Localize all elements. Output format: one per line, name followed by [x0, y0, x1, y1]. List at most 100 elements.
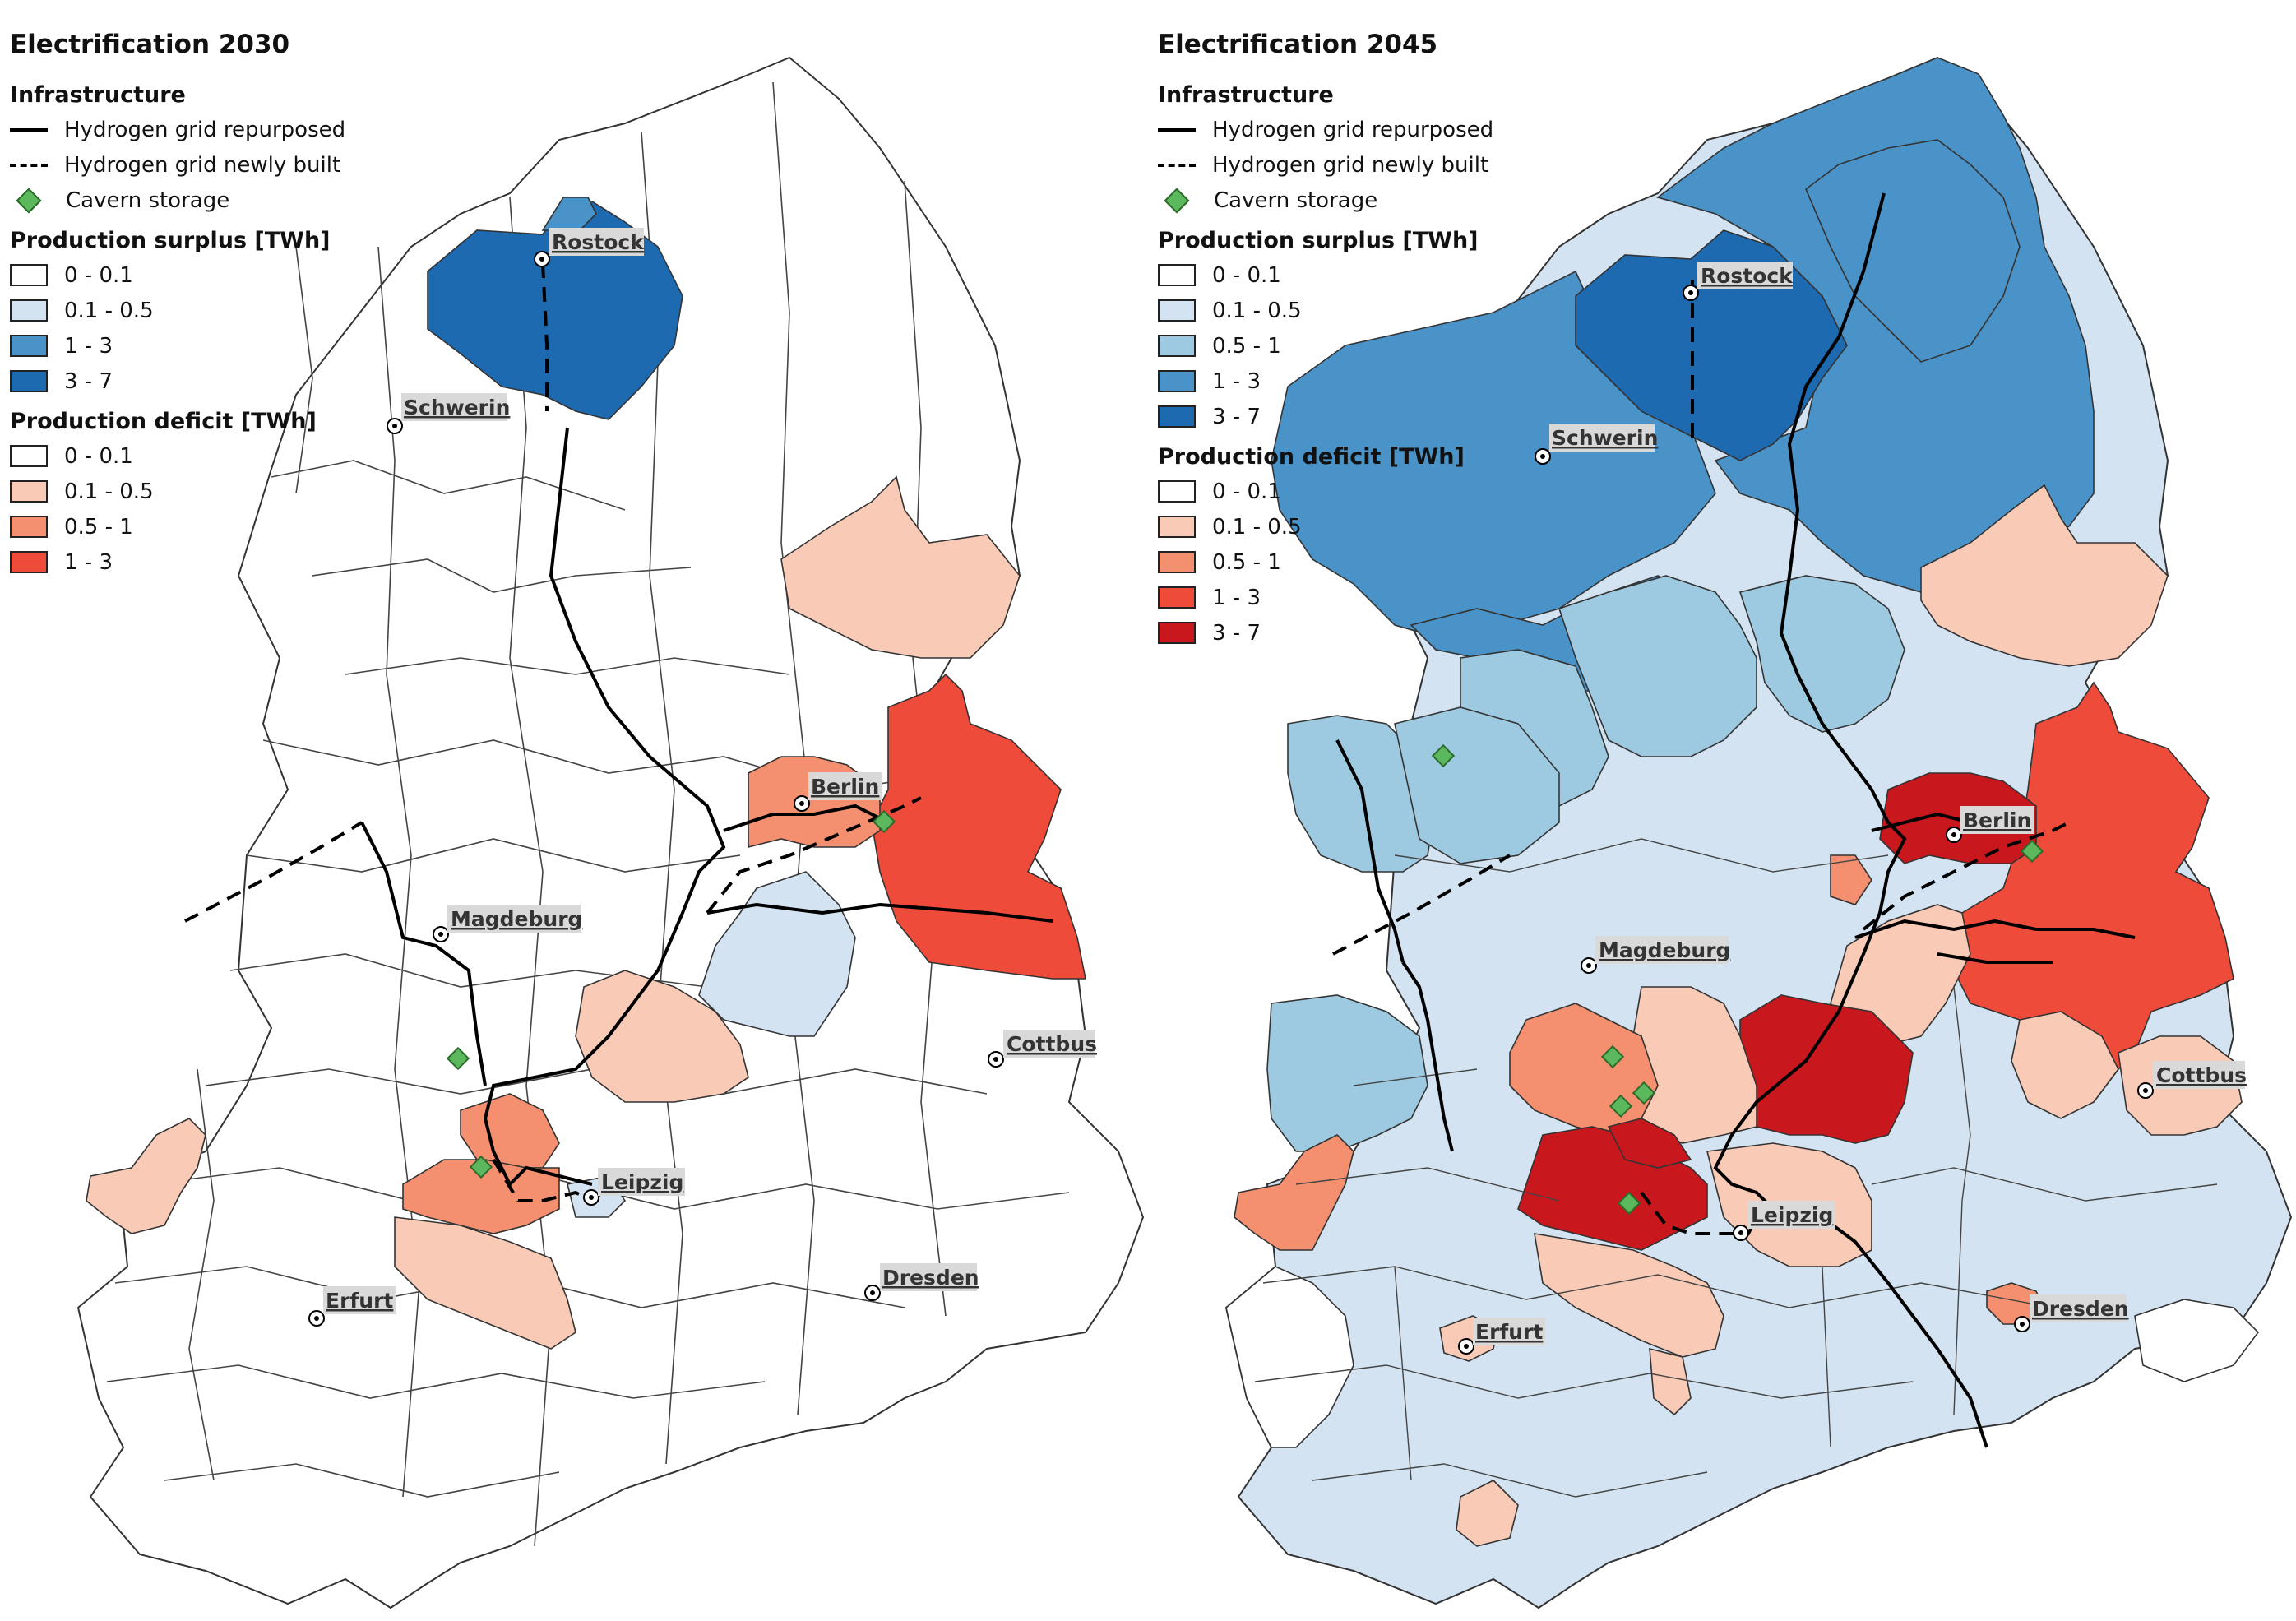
- legend-deficit-item: 0.1 - 0.5: [1158, 509, 1493, 544]
- legend-deficit-item: 0 - 0.1: [1158, 474, 1493, 509]
- legend-label: 0.1 - 0.5: [1212, 298, 1302, 323]
- storage-marker: [446, 1046, 470, 1071]
- district-mid-2: [1738, 575, 1905, 733]
- solid-line-symbol: [10, 127, 48, 132]
- legend-surplus-item: 0.1 - 0.5: [10, 293, 345, 328]
- district-thuringia-1: [1649, 1347, 1692, 1416]
- legend-deficit-heading: Production deficit [TWh]: [10, 409, 317, 434]
- city-label: Erfurt: [1475, 1320, 1543, 1344]
- cavern-storage-2030: [446, 809, 896, 1179]
- city-leipzig: Leipzig: [583, 1168, 685, 1206]
- city-magdeburg: Magdeburg: [1581, 936, 1730, 974]
- grid-repurposed-magdeburg: [1401, 961, 1454, 1152]
- city-erfurt: Erfurt: [1458, 1318, 1545, 1355]
- legend-deficit-item: 0.5 - 1: [1158, 544, 1493, 580]
- cavern-storage-2045: [1431, 743, 2044, 1216]
- city-label: Dresden: [882, 1266, 979, 1290]
- legend-label: Hydrogen grid newly built: [64, 152, 341, 178]
- city-magdeburg: Magdeburg: [433, 905, 582, 942]
- color-swatch: [10, 445, 48, 467]
- grid-repurposed-east: [1854, 919, 2136, 939]
- district-west: [86, 1118, 206, 1234]
- legend-label: 1 - 3: [64, 549, 113, 575]
- storage-marker: [2020, 839, 2044, 864]
- legend-deficit-item: 1 - 3: [1158, 580, 1493, 615]
- legend-label: 3 - 7: [64, 368, 113, 394]
- grid-repurposed-north: [723, 804, 889, 832]
- legend-deficit-item: 0.5 - 1: [10, 509, 345, 544]
- city-label: Berlin: [1963, 808, 2031, 832]
- legend-2030: Infrastructure Hydrogen grid repurposed …: [10, 72, 345, 580]
- legend-surplus-item: 0 - 0.1: [10, 257, 345, 293]
- legend-storage: Cavern storage: [1158, 183, 1493, 218]
- district-east-berlin: [871, 673, 1086, 980]
- legend-label: 0.1 - 0.5: [1212, 514, 1302, 540]
- grid-repurposed-cottbus: [1937, 952, 2053, 964]
- district-south-halle: [394, 1216, 576, 1350]
- district-west-blue: [1266, 994, 1428, 1152]
- district-halle-east: [575, 970, 749, 1103]
- city-dresden: Dresden: [864, 1263, 979, 1301]
- color-swatch: [1158, 405, 1196, 428]
- legend-deficit-item: 0.1 - 0.5: [10, 474, 345, 509]
- storage-marker: [1609, 1094, 1633, 1118]
- legend-grid-repurposed: Hydrogen grid repurposed: [10, 112, 345, 147]
- district-south-far: [1456, 1480, 1519, 1547]
- legend-grid-repurposed: Hydrogen grid repurposed: [1158, 112, 1493, 147]
- map-panel-2030: Rostock Schwerin Berlin Magdeburg Cottbu: [10, 30, 1145, 1609]
- district-borders: [1254, 838, 2218, 1498]
- city-cottbus: Cottbus: [2137, 1061, 2247, 1099]
- legend-label: 0.1 - 0.5: [64, 479, 154, 504]
- city-cottbus: Cottbus: [988, 1030, 1097, 1068]
- legend-label: 0 - 0.1: [64, 443, 133, 469]
- city-berlin: Berlin: [1946, 806, 2034, 843]
- legend-surplus-item: 1 - 3: [1158, 364, 1493, 399]
- city-label: Erfurt: [326, 1289, 393, 1313]
- color-swatch: [1158, 299, 1196, 322]
- grid-new-west: [184, 821, 363, 923]
- district-mid-1: [1558, 575, 1757, 757]
- map-2030: Rostock Schwerin Berlin Magdeburg Cottbu: [76, 56, 1145, 1609]
- legend-label: Cavern storage: [66, 188, 230, 213]
- city-label: Dresden: [2032, 1297, 2129, 1321]
- region-base: [76, 56, 1145, 1609]
- city-markers-2045: Rostock Schwerin Berlin Magdeburg Cottbu: [1458, 262, 2247, 1355]
- color-swatch: [10, 516, 48, 538]
- city-markers-2030: Rostock Schwerin Berlin Magdeburg Cottbu: [308, 228, 1097, 1327]
- legend-grid-new: Hydrogen grid newly built: [10, 147, 345, 183]
- legend-surplus-heading: Production surplus [TWh]: [10, 228, 331, 253]
- map-title: Electrification 2030: [10, 30, 290, 59]
- storage-marker: [1617, 1191, 1641, 1216]
- legend-surplus-item: 3 - 7: [10, 364, 345, 399]
- legend-surplus-item: 0.5 - 1: [1158, 328, 1493, 364]
- color-swatch: [1158, 480, 1196, 503]
- district-southeast-white: [2134, 1299, 2260, 1382]
- city-schwerin: Schwerin: [387, 393, 510, 434]
- city-label: Magdeburg: [1599, 938, 1730, 962]
- district-east-1: [780, 475, 1021, 659]
- legend-label: 1 - 3: [1212, 585, 1261, 610]
- city-label: Rostock: [1701, 264, 1794, 288]
- city-label: Schwerin: [1552, 426, 1658, 450]
- city-label: Cottbus: [2156, 1063, 2247, 1087]
- legend-label: 3 - 7: [1212, 620, 1261, 646]
- city-berlin: Berlin: [794, 772, 882, 812]
- city-dresden: Dresden: [2014, 1294, 2129, 1332]
- storage-marker: [1431, 743, 1456, 768]
- district-east-1: [1920, 484, 2169, 667]
- legend-grid-new: Hydrogen grid newly built: [1158, 147, 1493, 183]
- legend-label: Hydrogen grid repurposed: [64, 117, 346, 142]
- color-swatch: [1158, 622, 1196, 644]
- grid-new-rostock: [541, 262, 549, 411]
- map-2045: Rostock Schwerin Berlin Magdeburg Cottbu: [1224, 56, 2293, 1609]
- city-label: Leipzig: [1751, 1203, 1833, 1227]
- color-swatch: [10, 551, 48, 573]
- dashed-line-symbol: [1158, 163, 1196, 167]
- storage-marker: [469, 1155, 493, 1179]
- city-label: Cottbus: [1007, 1032, 1097, 1056]
- city-rostock: Rostock: [1683, 262, 1794, 301]
- legend-deficit-item: 3 - 7: [1158, 615, 1493, 651]
- legend-storage: Cavern storage: [10, 183, 345, 218]
- grid-repurposed-west: [1335, 739, 1405, 963]
- color-swatch: [10, 335, 48, 357]
